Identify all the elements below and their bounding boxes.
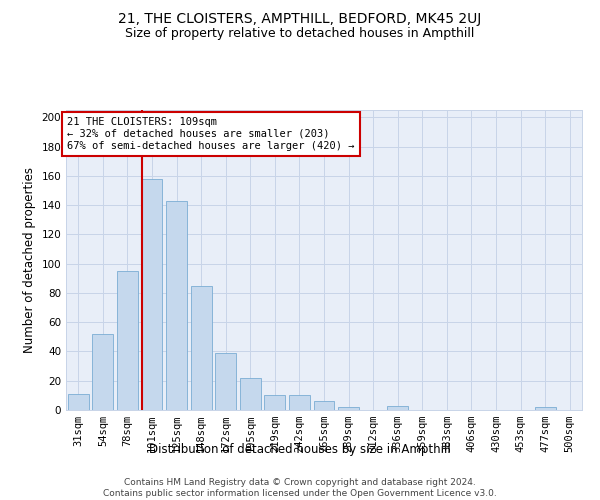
Bar (68, 394, 89, 410)
Bar (240, 378, 261, 410)
Bar (535, 407, 556, 410)
Bar (92, 334, 113, 410)
Text: Size of property relative to detached houses in Ampthill: Size of property relative to detached ho… (125, 28, 475, 40)
Bar (265, 396, 286, 410)
Bar (387, 406, 408, 410)
Text: Contains HM Land Registry data © Crown copyright and database right 2024.
Contai: Contains HM Land Registry data © Crown c… (103, 478, 497, 498)
Text: Distribution of detached houses by size in Ampthill: Distribution of detached houses by size … (149, 444, 451, 456)
Text: 21, THE CLOISTERS, AMPTHILL, BEDFORD, MK45 2UJ: 21, THE CLOISTERS, AMPTHILL, BEDFORD, MK… (118, 12, 482, 26)
Bar (166, 200, 187, 410)
Y-axis label: Number of detached properties: Number of detached properties (23, 167, 36, 353)
Bar (215, 353, 236, 410)
Text: 21 THE CLOISTERS: 109sqm
← 32% of detached houses are smaller (203)
67% of semi-: 21 THE CLOISTERS: 109sqm ← 32% of detach… (67, 118, 355, 150)
Bar (191, 286, 212, 410)
Bar (142, 179, 163, 410)
Bar (117, 271, 138, 410)
Bar (289, 396, 310, 410)
Bar (338, 407, 359, 410)
Bar (314, 401, 334, 410)
